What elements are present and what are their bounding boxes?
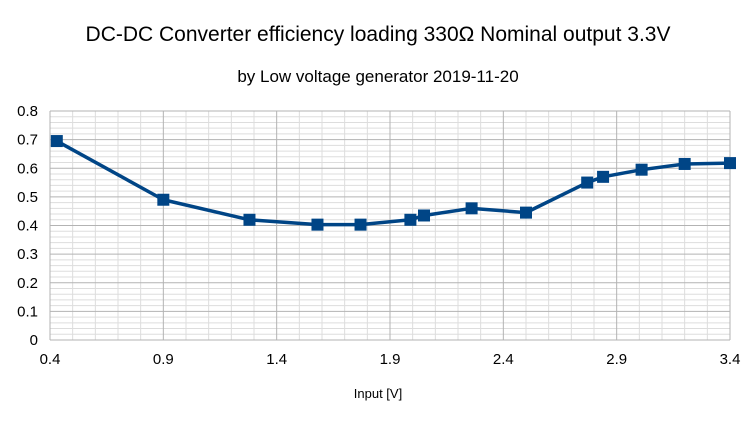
y-tick-label: 0.7 bbox=[17, 132, 38, 149]
y-tick-label: 0.8 bbox=[17, 103, 38, 120]
x-tick-label: 0.4 bbox=[40, 351, 61, 368]
y-tick-labels: 0 0.1 0.2 0.3 0.4 0.5 0.6 0.7 0.8 bbox=[17, 103, 38, 349]
x-tick-label: 1.4 bbox=[266, 351, 287, 368]
chart-subtitle: by Low voltage generator 2019-11-20 bbox=[237, 67, 519, 86]
x-tick-label: 3.4 bbox=[720, 351, 741, 368]
data-point bbox=[581, 176, 594, 189]
data-point bbox=[50, 135, 63, 148]
data-point bbox=[354, 218, 367, 231]
y-tick-label: 0.6 bbox=[17, 160, 38, 177]
x-tick-labels: 0.4 0.9 1.4 1.9 2.4 2.9 3.4 bbox=[40, 351, 741, 368]
y-tick-label: 0.3 bbox=[17, 246, 38, 263]
x-tick-label: 2.9 bbox=[606, 351, 627, 368]
data-point bbox=[311, 218, 324, 231]
x-tick-label: 2.4 bbox=[493, 351, 514, 368]
x-tick-label: 1.9 bbox=[380, 351, 401, 368]
series-group bbox=[50, 135, 736, 231]
data-point bbox=[157, 193, 170, 206]
y-tick-label: 0.5 bbox=[17, 189, 38, 206]
x-axis-label: Input [V] bbox=[354, 386, 402, 401]
y-tick-label: 0 bbox=[30, 332, 38, 349]
data-point bbox=[243, 213, 256, 226]
data-point bbox=[635, 163, 648, 176]
y-tick-label: 0.2 bbox=[17, 275, 38, 292]
axes bbox=[49, 111, 730, 341]
y-tick-label: 0.1 bbox=[17, 303, 38, 320]
x-tick-label: 0.9 bbox=[153, 351, 174, 368]
chart-title: DC-DC Converter efficiency loading 330Ω … bbox=[85, 23, 671, 46]
data-point bbox=[404, 213, 417, 226]
data-point bbox=[724, 157, 736, 170]
data-point bbox=[597, 170, 610, 183]
data-point bbox=[465, 202, 478, 215]
data-point bbox=[418, 209, 430, 222]
data-point bbox=[520, 206, 532, 219]
y-tick-label: 0.4 bbox=[17, 218, 38, 235]
data-point bbox=[678, 157, 691, 170]
series-line bbox=[55, 139, 731, 227]
